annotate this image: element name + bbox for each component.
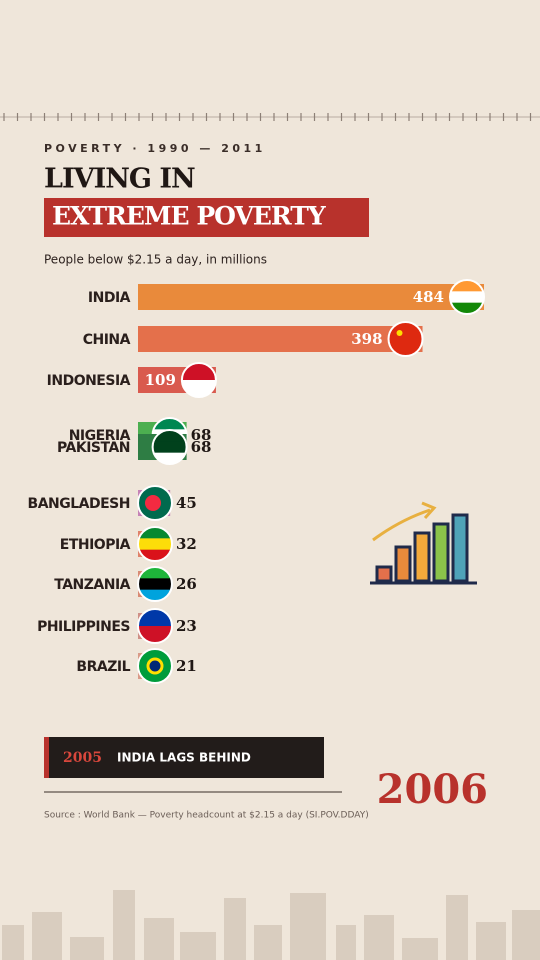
flag-stripe [450,280,484,292]
flag-stripe [152,441,187,454]
title-line2: EXTREME POVERTY [52,202,327,231]
flag-stripe [138,567,172,579]
category-label: PHILIPPINES [37,619,130,635]
category-label: CHINA [83,332,131,348]
flag [137,526,173,562]
category-label: ETHIOPIA [60,537,131,553]
flag-ring [449,279,485,315]
annotation-box [44,737,324,778]
flag-stripe [152,430,187,442]
current-year: 2006 [377,766,488,813]
flag-stripe [152,418,187,430]
flag-stripe [138,538,172,551]
flag-ring [137,608,173,644]
category-label: NIGERIA [69,428,131,444]
annotation-text: INDIA LAGS BEHIND [117,751,251,765]
flag-stripe [138,609,172,627]
flag-ring [137,526,173,562]
flag-stripe [138,549,172,561]
kicker: POVERTY · 1990 — 2011 [44,142,266,155]
value-label: 68 [191,426,212,444]
title-highlight [44,198,369,237]
category-label: INDIA [88,290,131,306]
category-label: INDONESIA [47,373,131,389]
growth-icon [370,501,477,585]
flag-stripe [450,291,484,304]
title-line1: LIVING IN [44,164,195,195]
value-label: 32 [176,535,197,553]
flag-stripe [138,589,172,601]
flag-stripe [181,363,216,381]
category-label: BRAZIL [76,659,130,675]
bar [138,284,484,310]
flag [137,485,173,521]
bar [138,326,423,352]
flag-stripe [152,452,187,464]
skyline [2,890,540,960]
flag-disc [145,495,161,511]
flag [449,279,485,315]
flag [137,566,173,602]
flag-stripe [138,527,172,539]
subtitle: People below $2.15 a day, in millions [44,253,267,267]
flag-star [396,330,403,336]
flag-ring [151,429,188,465]
flag-ring [387,321,424,357]
flag [151,429,188,465]
flag [137,648,173,684]
value-label: 21 [176,657,197,675]
flag-ring [180,362,217,398]
value-label: 26 [176,575,197,593]
flag-ring [137,485,173,521]
flag-disc [146,657,164,675]
category-label: TANZANIA [54,577,130,593]
annotation-accent [44,737,49,778]
flag-stripe [138,626,172,643]
value-label: 23 [176,617,197,635]
flag [137,608,173,644]
flag-stripe [181,380,216,397]
source: Source : World Bank — Poverty headcount … [44,811,369,821]
value-label: 45 [176,494,197,512]
value-label: 109 [145,371,176,389]
flag-stripe [138,578,172,591]
flag-stripe [450,302,484,314]
value-label: 68 [191,438,212,456]
value-label: 398 [351,330,382,348]
flag [387,321,424,357]
flag [180,362,217,398]
flag-ring [137,648,173,684]
value-label: 484 [413,288,444,306]
annotation-year: 2005 [63,750,102,766]
category-label: PAKISTAN [57,440,130,456]
category-label: BANGLADESH [28,496,130,512]
flag-ring [137,566,173,602]
